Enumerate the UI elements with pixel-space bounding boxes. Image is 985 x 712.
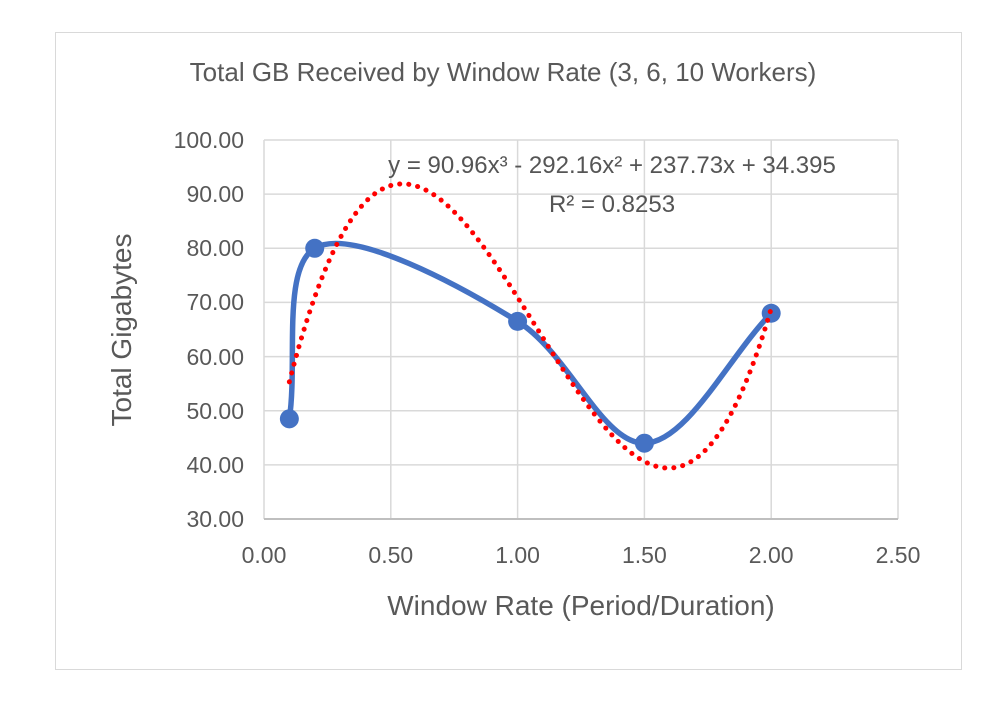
- data-point-marker: [279, 409, 299, 429]
- x-tick-label: 0.00: [241, 542, 287, 568]
- x-tick-label: 2.00: [748, 542, 794, 568]
- data-point-marker: [508, 311, 528, 331]
- y-tick-label: 80.00: [186, 235, 244, 262]
- y-tick-label: 100.00: [173, 127, 244, 153]
- x-tick-label: 0.50: [368, 542, 414, 568]
- series-markers: [279, 238, 781, 453]
- y-tick-label: 90.00: [186, 181, 244, 208]
- data-point-marker: [634, 433, 654, 453]
- trendline-curve: [286, 181, 774, 471]
- x-tick-label: 1.50: [622, 542, 667, 568]
- y-tick-label: 60.00: [186, 343, 244, 370]
- trendline-r-squared: R² = 0.8253: [548, 191, 676, 218]
- data-point-marker: [305, 238, 325, 258]
- y-tick-label: 50.00: [186, 397, 244, 424]
- x-tick-label: 2.50: [875, 542, 921, 568]
- plot-svg: [263, 139, 899, 520]
- y-tick-label: 30.00: [186, 506, 244, 532]
- trendline-equation: y = 90.96x³ - 292.16x² + 237.73x + 34.39…: [388, 152, 836, 179]
- y-tick-label: 70.00: [186, 289, 244, 316]
- x-tick-label: 1.00: [495, 542, 540, 568]
- series-line: [286, 240, 774, 446]
- chart-title: Total GB Received by Window Rate (3, 6, …: [189, 57, 817, 87]
- gridlines: [263, 139, 899, 520]
- x-axis-title: Window Rate (Period/Duration): [387, 590, 775, 621]
- chart-frame: Total GB Received by Window Rate (3, 6, …: [55, 32, 962, 670]
- y-tick-label: 40.00: [186, 451, 244, 478]
